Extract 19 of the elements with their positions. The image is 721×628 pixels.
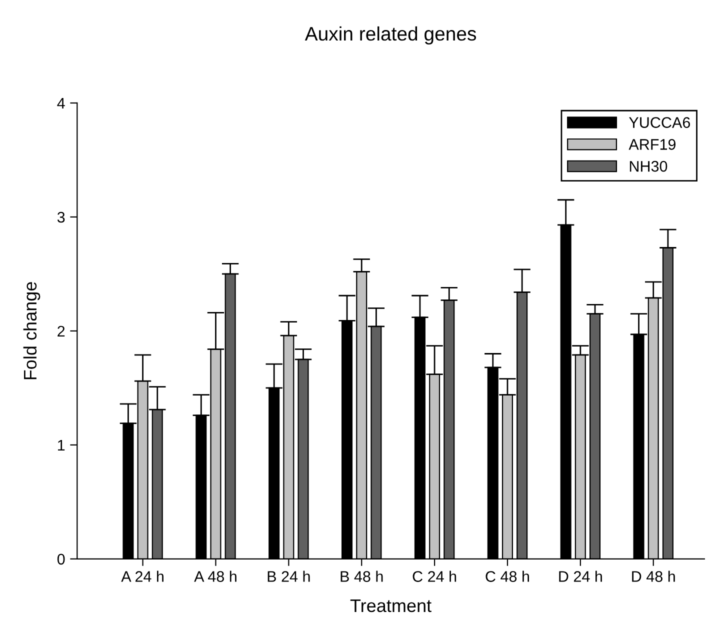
chart-title: Auxin related genes (304, 26, 476, 45)
x-tick-label: C 48 h (486, 570, 529, 582)
x-tick-label: A 48 h (194, 570, 236, 582)
y-tick-label: 3 (57, 212, 65, 223)
x-tick-label: C 24 h (412, 570, 456, 582)
y-tick-label: 0 (57, 554, 65, 565)
y-tick-label: 4 (57, 98, 65, 109)
legend-label: NH30 (630, 160, 668, 172)
y-axis-title: Fold change (23, 282, 40, 380)
y-tick-label: 1 (58, 440, 65, 450)
x-axis-title: Treatment (350, 600, 432, 612)
x-tick-label: D 48 h (632, 570, 675, 582)
x-tick-label: A 24 h (121, 570, 164, 582)
x-tick-label: D 24 h (559, 570, 602, 582)
y-tick-label: 2 (58, 326, 65, 336)
x-tick-label: B 24 h (268, 570, 310, 582)
legend-label: ARF19 (628, 139, 676, 150)
legend-label: YUCCA6 (629, 117, 690, 128)
x-tick-label: B 48 h (340, 570, 383, 582)
